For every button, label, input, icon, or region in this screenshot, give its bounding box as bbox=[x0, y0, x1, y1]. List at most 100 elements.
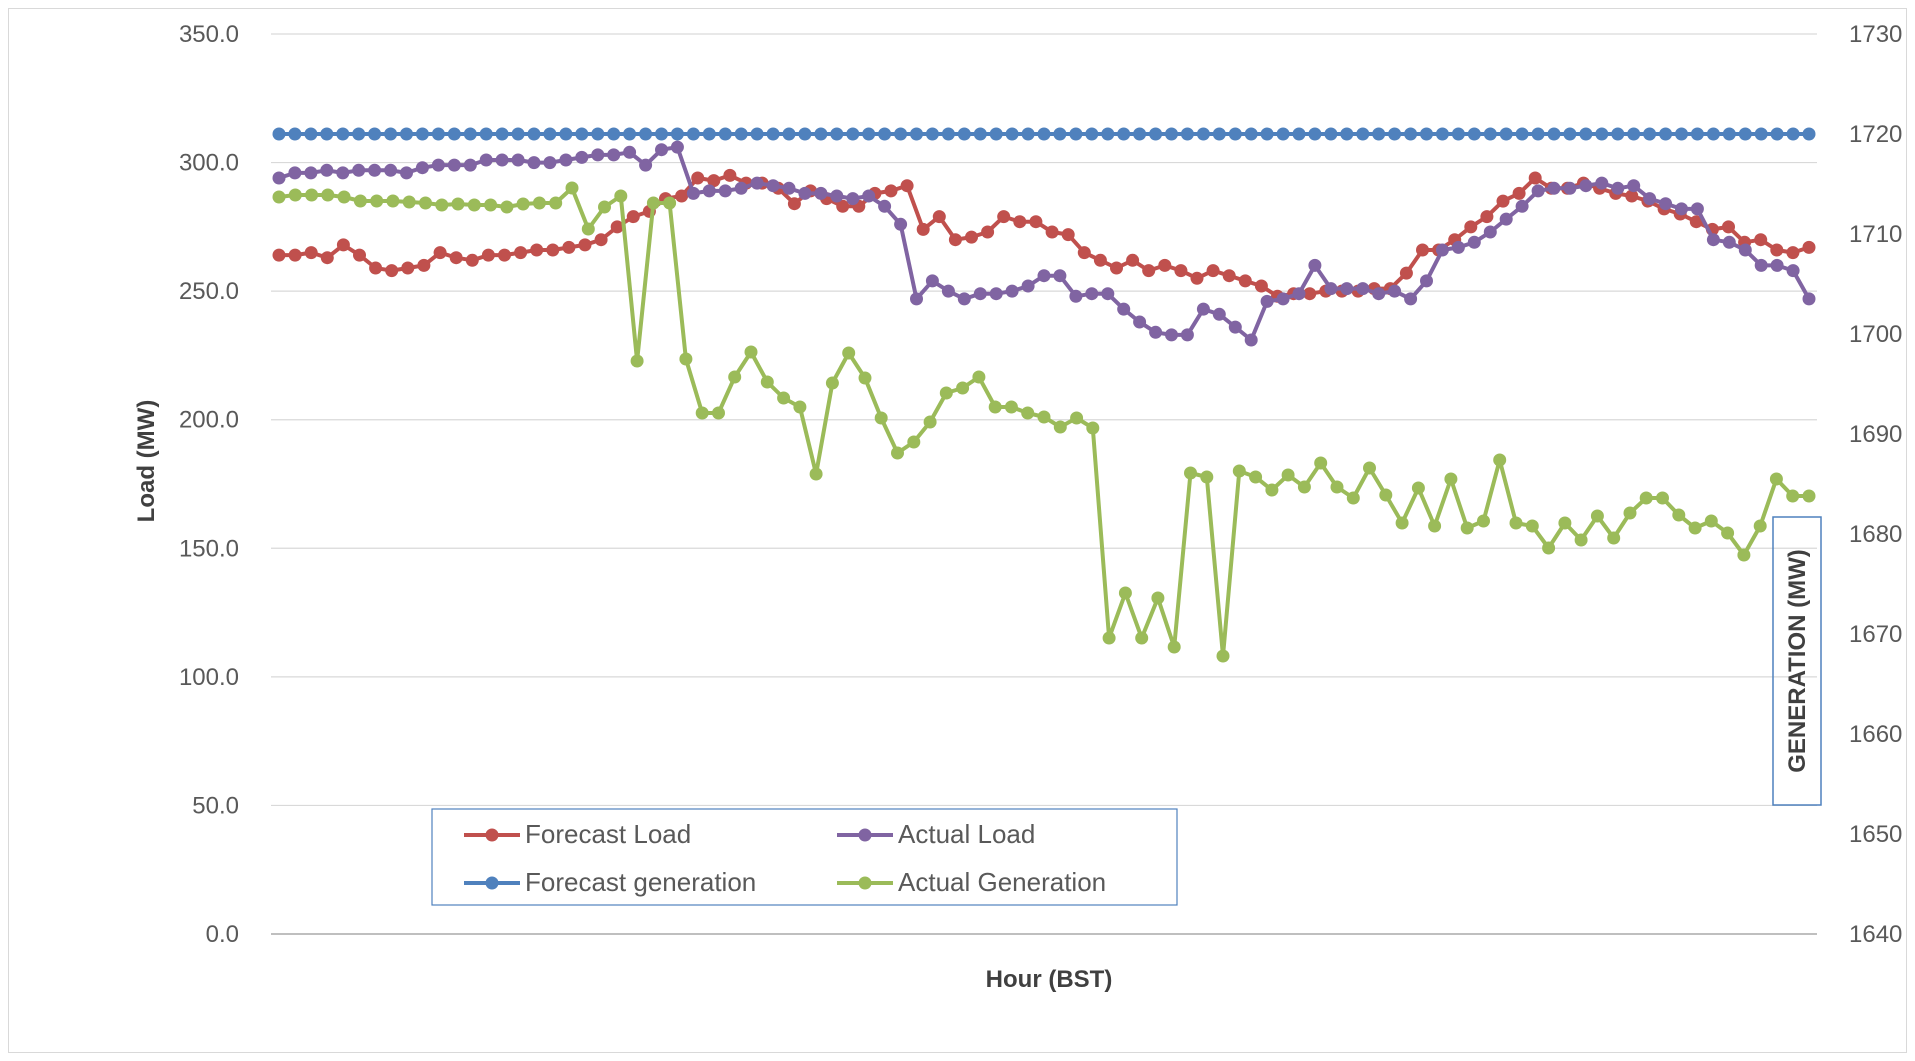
data-point bbox=[321, 188, 335, 202]
data-point bbox=[1372, 127, 1386, 141]
data-point bbox=[1420, 274, 1433, 288]
data-point bbox=[1037, 269, 1051, 283]
secondary-y-axis-title: GENERATION (MW) bbox=[1784, 549, 1811, 773]
data-point bbox=[447, 158, 461, 172]
data-point bbox=[1689, 215, 1703, 229]
data-point bbox=[957, 292, 971, 306]
data-point bbox=[288, 166, 302, 180]
data-point bbox=[1525, 519, 1539, 533]
data-point bbox=[1509, 516, 1523, 530]
data-point bbox=[511, 127, 525, 141]
secondary-y-axis-title-box bbox=[1772, 516, 1822, 806]
data-point bbox=[1643, 127, 1657, 141]
data-point bbox=[630, 354, 644, 368]
data-point bbox=[479, 127, 493, 141]
data-point bbox=[1206, 264, 1220, 278]
data-point bbox=[862, 127, 876, 141]
data-point bbox=[1021, 406, 1035, 420]
data-point bbox=[988, 400, 1002, 414]
data-point bbox=[1563, 127, 1577, 141]
data-point bbox=[702, 127, 716, 141]
data-point bbox=[610, 220, 624, 234]
data-point bbox=[1435, 127, 1449, 141]
legend-item-forecast-generation: Forecast generation bbox=[464, 867, 756, 897]
data-point bbox=[1499, 127, 1513, 141]
legend-item-actual-generation: Actual Generation bbox=[837, 867, 1106, 897]
legend-marker bbox=[485, 876, 499, 890]
data-point bbox=[1142, 264, 1156, 278]
data-point bbox=[923, 415, 937, 429]
data-point bbox=[957, 127, 971, 141]
data-point bbox=[511, 153, 525, 167]
data-point bbox=[766, 179, 780, 193]
data-point bbox=[449, 251, 463, 265]
data-point bbox=[543, 156, 557, 170]
data-point bbox=[1308, 127, 1322, 141]
data-point bbox=[1688, 521, 1702, 535]
y-tick-label: 50.0 bbox=[192, 792, 239, 819]
data-point bbox=[1297, 480, 1311, 494]
data-point bbox=[1531, 127, 1545, 141]
data-point bbox=[463, 158, 477, 172]
data-point bbox=[679, 352, 693, 366]
data-point bbox=[272, 171, 286, 185]
data-point bbox=[1579, 179, 1593, 193]
data-point bbox=[288, 188, 302, 202]
data-point bbox=[1077, 246, 1091, 260]
data-point bbox=[1451, 240, 1465, 254]
data-point bbox=[336, 127, 350, 141]
data-point bbox=[1754, 233, 1768, 247]
data-point bbox=[1069, 127, 1083, 141]
y-tick-label: 300.0 bbox=[179, 150, 239, 177]
data-point bbox=[932, 210, 946, 224]
data-point bbox=[1656, 491, 1669, 505]
y2-tick-label: 1660 bbox=[1849, 721, 1902, 748]
data-point bbox=[532, 196, 546, 210]
data-point bbox=[400, 127, 413, 141]
data-point bbox=[479, 153, 493, 167]
data-point bbox=[1499, 212, 1513, 226]
data-point bbox=[495, 153, 509, 167]
data-point bbox=[1483, 225, 1497, 239]
legend-marker bbox=[485, 828, 499, 842]
data-point bbox=[272, 190, 286, 204]
data-point bbox=[433, 246, 447, 260]
legend-label: Forecast generation bbox=[525, 867, 756, 897]
data-point bbox=[304, 166, 318, 180]
data-point bbox=[1244, 127, 1258, 141]
y2-tick-label: 1690 bbox=[1849, 421, 1902, 448]
legend-item-actual-load: Actual Load bbox=[837, 819, 1035, 849]
data-point bbox=[1372, 287, 1386, 301]
chart-area: 0.0 50.0 100.0 150.0 200.0 250.0 300.0 350.0 16… bbox=[8, 8, 1907, 1053]
y2-tick-label: 1730 bbox=[1849, 21, 1902, 48]
gridlines bbox=[271, 33, 1817, 935]
data-point bbox=[900, 179, 914, 193]
data-point bbox=[368, 127, 382, 141]
data-point bbox=[1356, 282, 1370, 296]
data-point bbox=[320, 163, 334, 177]
data-point bbox=[1013, 215, 1027, 229]
data-point bbox=[465, 253, 479, 267]
data-point bbox=[370, 194, 384, 208]
data-point bbox=[1690, 202, 1704, 216]
data-point bbox=[1093, 253, 1107, 267]
data-point bbox=[1590, 509, 1604, 523]
data-point bbox=[1276, 127, 1290, 141]
series-layer bbox=[272, 127, 1816, 663]
data-point bbox=[1444, 472, 1458, 486]
y2-tick-label: 1700 bbox=[1849, 321, 1902, 348]
data-point bbox=[626, 210, 640, 224]
data-point bbox=[516, 197, 530, 211]
data-point bbox=[1480, 210, 1494, 224]
data-point bbox=[1238, 274, 1252, 288]
data-point bbox=[1515, 127, 1529, 141]
data-point bbox=[1770, 243, 1784, 257]
data-point bbox=[1212, 307, 1226, 321]
data-point bbox=[353, 248, 366, 262]
data-point bbox=[598, 200, 611, 214]
data-point bbox=[1737, 548, 1751, 562]
data-point bbox=[1542, 541, 1556, 555]
data-point bbox=[1388, 127, 1402, 141]
data-point bbox=[1672, 508, 1686, 522]
data-point bbox=[1228, 320, 1242, 334]
